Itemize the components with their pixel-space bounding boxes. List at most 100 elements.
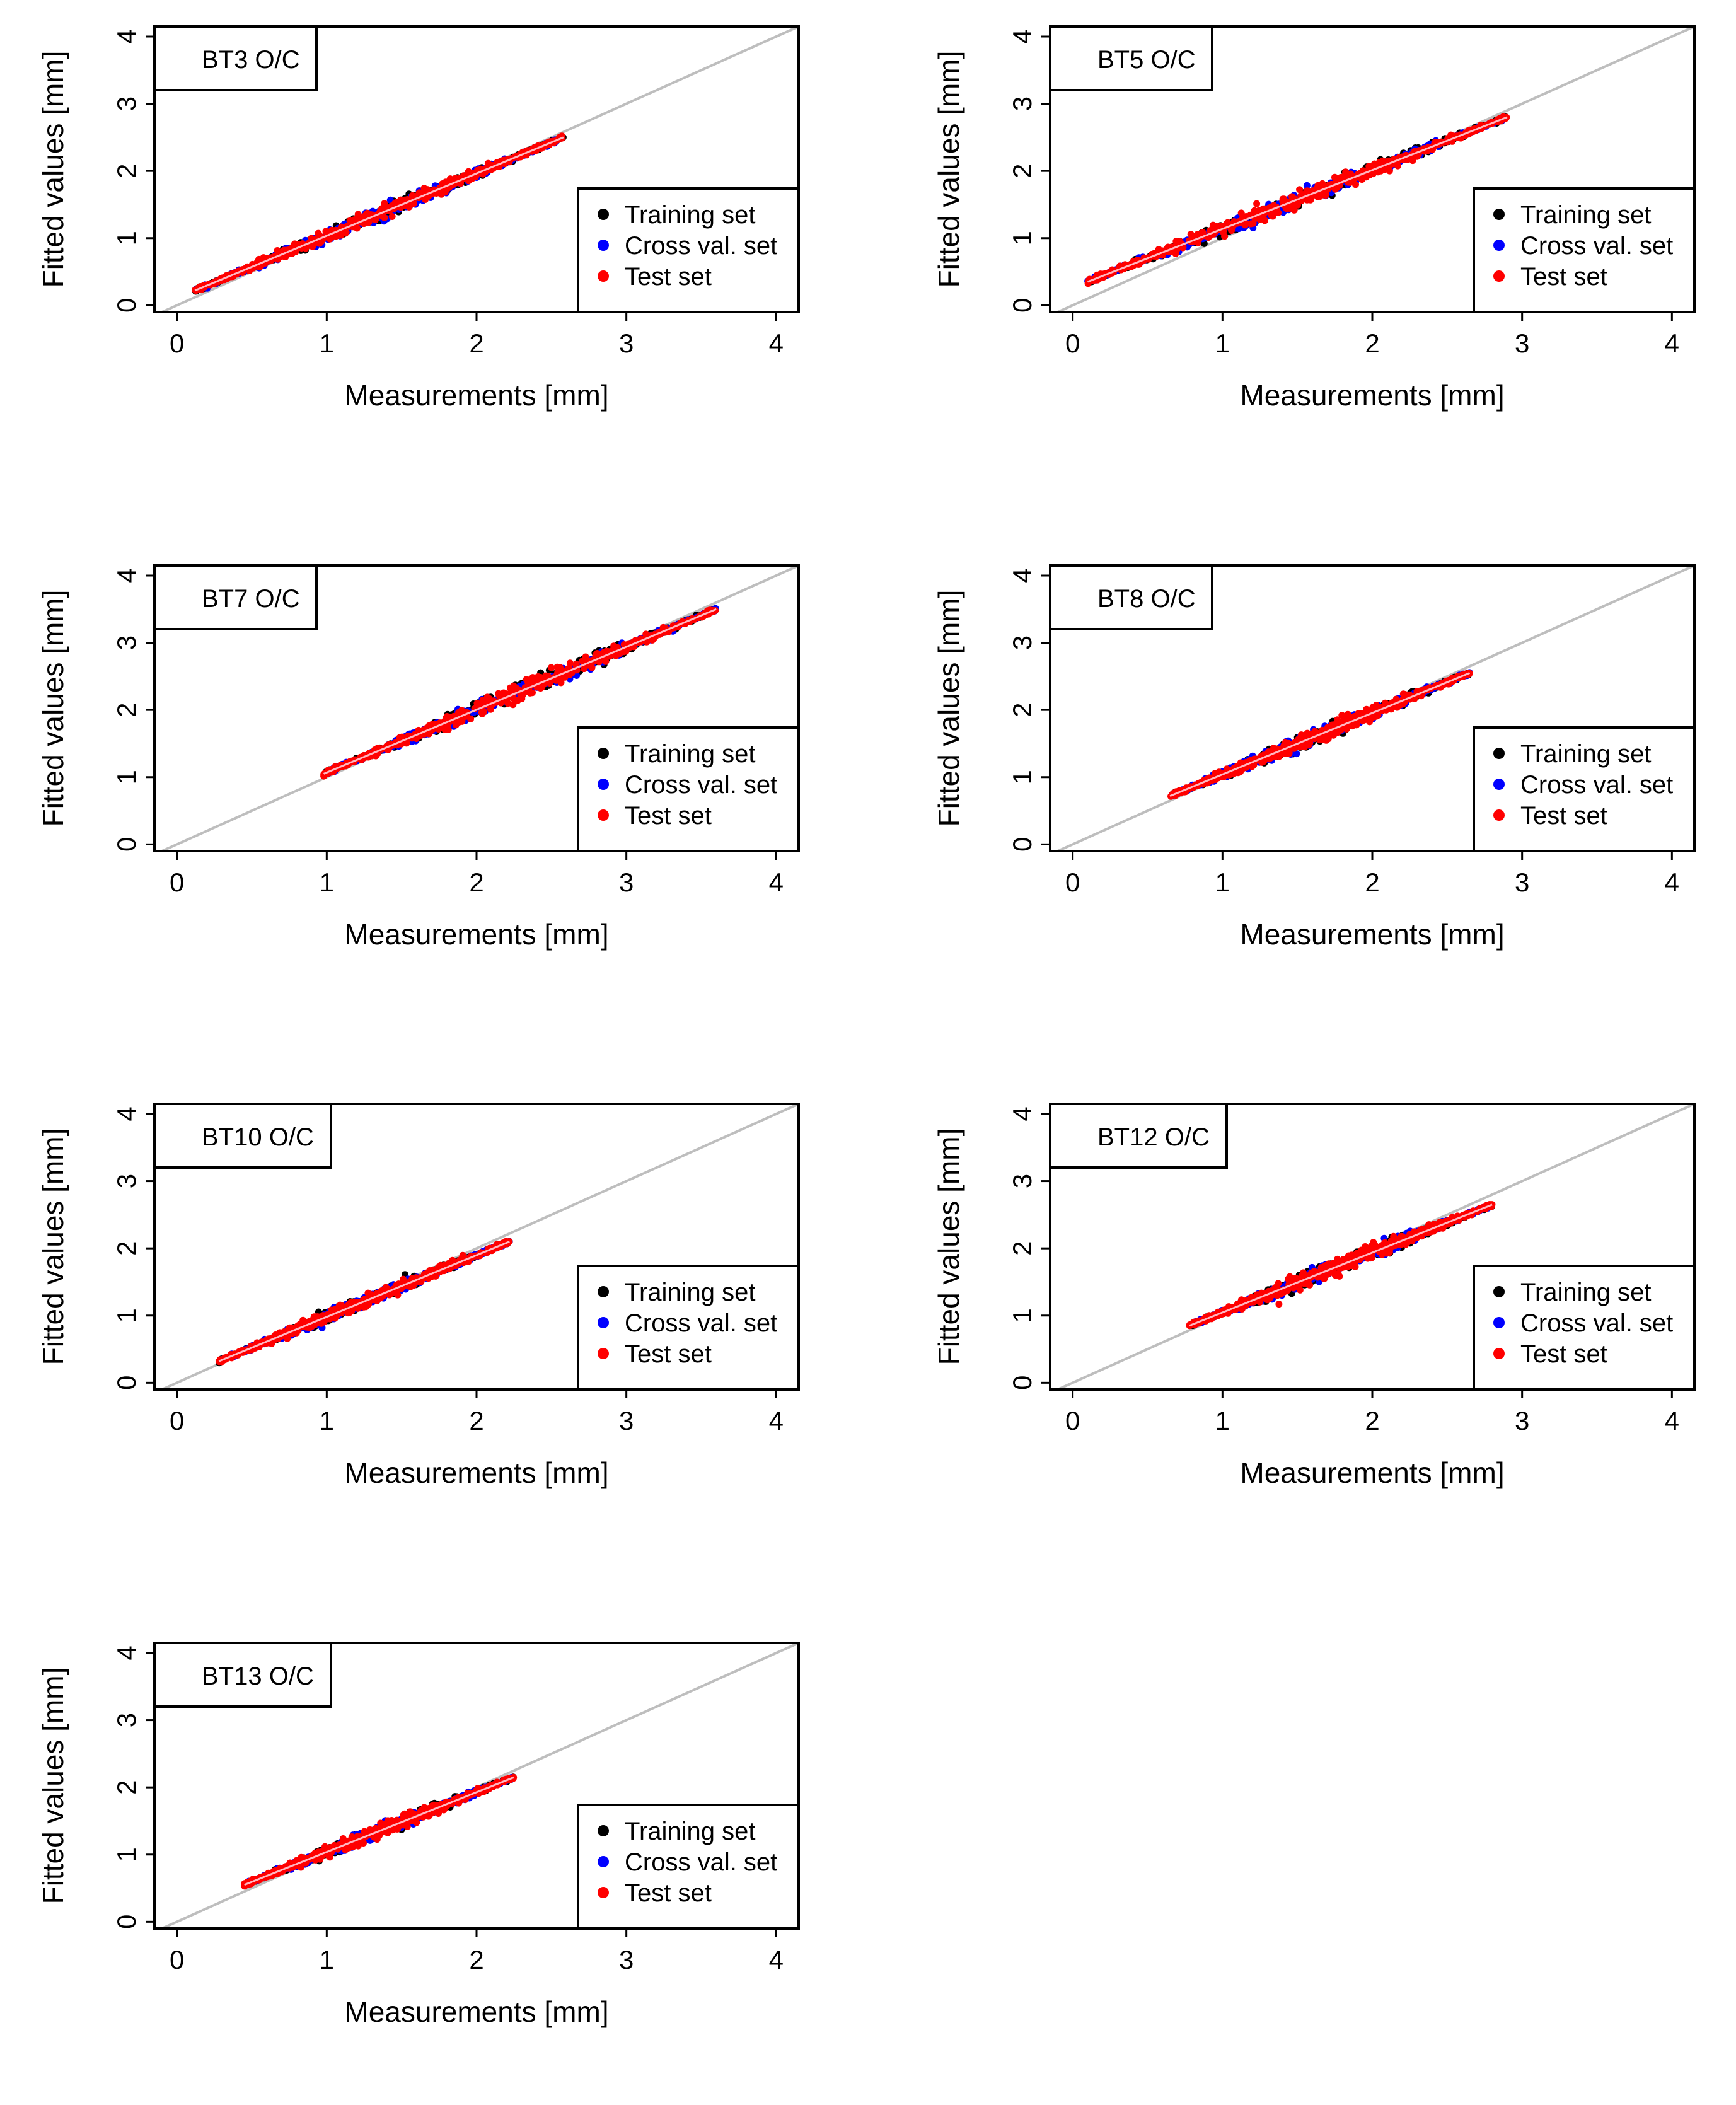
test-point bbox=[1386, 167, 1393, 175]
legend-training-marker bbox=[1493, 748, 1505, 759]
legend-box bbox=[1473, 726, 1696, 852]
x-tick-label: 0 bbox=[170, 328, 184, 358]
y-tick-label: 2 bbox=[112, 702, 141, 717]
legend-label: Test set bbox=[625, 263, 712, 291]
plot-area bbox=[1054, 565, 1694, 851]
x-tick-label: 0 bbox=[1065, 328, 1080, 358]
legend-test-marker bbox=[598, 270, 609, 282]
test-point bbox=[320, 772, 328, 780]
test-point bbox=[1291, 202, 1299, 209]
plot-area bbox=[1054, 26, 1694, 312]
fit-line bbox=[323, 608, 717, 775]
legend-box bbox=[1473, 187, 1696, 313]
panel-label-box bbox=[1049, 564, 1213, 630]
x-tick-label: 4 bbox=[769, 328, 784, 358]
legend-cross-val-marker bbox=[598, 779, 609, 790]
test-point bbox=[381, 200, 388, 207]
x-tick-label: 1 bbox=[320, 328, 334, 358]
test-point bbox=[1253, 200, 1261, 207]
y-tick-label: 2 bbox=[1007, 702, 1037, 717]
x-tick-label: 2 bbox=[469, 867, 483, 897]
test-point bbox=[425, 722, 433, 729]
test-point bbox=[1247, 220, 1254, 228]
test-point bbox=[519, 692, 526, 699]
test-point bbox=[566, 671, 574, 678]
legend-label: Test set bbox=[1520, 802, 1607, 830]
x-tick-label: 2 bbox=[469, 328, 483, 358]
test-point bbox=[1275, 753, 1283, 760]
test-point bbox=[553, 676, 560, 684]
test-point bbox=[1195, 239, 1202, 246]
x-tick-label: 1 bbox=[1215, 867, 1230, 897]
test-point bbox=[1282, 750, 1288, 757]
x-tick-label: 0 bbox=[170, 867, 184, 897]
legend-label: Test set bbox=[1520, 263, 1607, 291]
panel-label: BT3 O/C bbox=[202, 46, 300, 74]
panel-label-box bbox=[1049, 25, 1213, 91]
test-point bbox=[1337, 726, 1345, 734]
x-axis-title: Measurements [mm] bbox=[1240, 918, 1504, 951]
test-point bbox=[1340, 716, 1348, 724]
legend-box bbox=[577, 726, 800, 852]
test-point bbox=[1303, 187, 1311, 195]
test-point bbox=[1350, 713, 1358, 721]
test-point bbox=[452, 721, 460, 729]
test-point bbox=[485, 695, 493, 702]
legend-label: Training set bbox=[625, 201, 756, 229]
test-point bbox=[497, 699, 505, 707]
test-point bbox=[1198, 229, 1206, 236]
y-axis-title: Fitted values [mm] bbox=[932, 590, 965, 827]
y-tick-label: 4 bbox=[1007, 568, 1037, 583]
test-point bbox=[487, 705, 494, 713]
y-tick-label: 2 bbox=[1007, 163, 1037, 178]
test-point bbox=[504, 700, 512, 707]
test-point bbox=[1270, 745, 1277, 752]
test-point bbox=[364, 219, 371, 226]
x-tick-label: 3 bbox=[619, 328, 634, 358]
test-point bbox=[616, 650, 623, 658]
fit-line bbox=[1169, 672, 1471, 797]
test-point bbox=[415, 189, 423, 197]
panel-label: BT7 O/C bbox=[202, 585, 300, 613]
y-axis-title: Fitted values [mm] bbox=[37, 51, 69, 288]
x-axis-title: Measurements [mm] bbox=[344, 379, 608, 412]
test-point bbox=[1337, 174, 1345, 181]
y-axis-title: Fitted values [mm] bbox=[37, 590, 69, 827]
y-tick-label: 3 bbox=[1007, 635, 1037, 650]
x-tick-label: 0 bbox=[1065, 867, 1080, 897]
x-tick-label: 1 bbox=[320, 867, 334, 897]
x-tick-label: 2 bbox=[1365, 867, 1379, 897]
legend-cross-val-marker bbox=[1493, 779, 1505, 790]
x-axis-title: Measurements [mm] bbox=[344, 918, 608, 951]
test-point bbox=[1324, 735, 1332, 743]
test-point bbox=[388, 213, 396, 220]
test-point bbox=[479, 697, 487, 704]
y-axis-title: Fitted values [mm] bbox=[932, 51, 965, 288]
test-point bbox=[1259, 205, 1267, 212]
y-tick-label: 0 bbox=[112, 837, 141, 852]
legend-test-marker bbox=[598, 809, 609, 821]
x-tick-label: 3 bbox=[1515, 867, 1529, 897]
panel-label: BT5 O/C bbox=[1097, 46, 1196, 74]
y-tick-label: 3 bbox=[1007, 96, 1037, 111]
x-tick-label: 3 bbox=[619, 867, 634, 897]
y-tick-label: 1 bbox=[112, 770, 141, 784]
legend-test-marker bbox=[1493, 270, 1505, 282]
y-tick-label: 1 bbox=[1007, 770, 1037, 784]
x-tick-label: 3 bbox=[1515, 328, 1529, 358]
test-point bbox=[1172, 250, 1179, 257]
cross-val-point bbox=[1293, 750, 1300, 758]
test-point bbox=[421, 187, 428, 194]
test-point bbox=[1176, 238, 1184, 245]
fit-line bbox=[1087, 116, 1508, 283]
test-point bbox=[353, 216, 361, 223]
legend-training-marker bbox=[1493, 209, 1505, 220]
test-point bbox=[523, 676, 530, 683]
test-point bbox=[1342, 168, 1350, 176]
test-point bbox=[1399, 690, 1407, 698]
